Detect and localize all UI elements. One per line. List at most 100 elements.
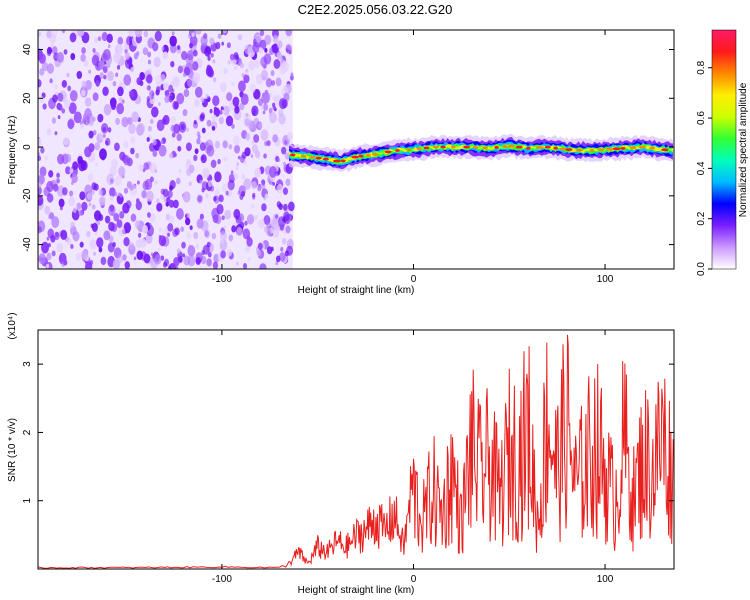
noise-blob	[157, 247, 161, 252]
noise-blob	[114, 175, 122, 186]
colorbar: 0.0 0.2 0.4 0.6 0.8 Normalized spectral ampl…	[696, 29, 749, 276]
noise-blob	[215, 188, 220, 196]
ridge-peak	[553, 146, 558, 150]
noise-blob	[116, 102, 124, 115]
noise-blob	[105, 140, 109, 146]
noise-blob	[215, 41, 221, 50]
noise-blob	[171, 31, 175, 36]
noise-blob	[285, 225, 291, 234]
noise-blob	[162, 114, 170, 126]
noise-blob	[221, 183, 228, 193]
noise-blob	[136, 51, 140, 56]
ridge-peak	[620, 146, 626, 150]
noise-blob	[225, 190, 229, 196]
noise-blob	[137, 122, 145, 135]
noise-blob	[143, 30, 149, 38]
noise-blob	[171, 132, 176, 138]
noise-blob	[272, 181, 276, 186]
noise-blob	[254, 167, 262, 178]
spectrogram-frame	[37, 29, 675, 270]
noise-blob	[162, 188, 169, 198]
noise-blob	[195, 252, 203, 263]
noise-blob	[46, 63, 55, 74]
noise-blob	[104, 215, 111, 224]
noise-blob	[237, 155, 241, 160]
noise-blob	[152, 42, 159, 52]
noise-blob	[217, 158, 221, 165]
noise-blob	[263, 53, 272, 65]
noise-blob	[82, 113, 88, 121]
noise-blob	[202, 167, 210, 179]
noise-blob	[189, 42, 193, 49]
noise-blob	[167, 190, 173, 199]
noise-blob	[276, 183, 284, 194]
noise-blob	[175, 177, 181, 185]
noise-blob	[122, 254, 127, 261]
noise-blob	[275, 77, 282, 87]
noise-blob	[221, 41, 225, 46]
ridge-peak	[507, 144, 515, 148]
noise-blob	[142, 224, 149, 234]
noise-blob	[278, 63, 287, 75]
noise-blob	[135, 238, 143, 249]
noise-blob	[227, 60, 231, 65]
noise-blob	[54, 84, 58, 90]
noise-blob	[282, 203, 288, 211]
noise-blob	[237, 34, 243, 41]
ridge-peak	[340, 159, 346, 163]
noise-blob	[218, 194, 224, 203]
noise-blob	[188, 181, 192, 187]
ridge-layer	[289, 144, 673, 163]
noise-blob	[210, 52, 214, 58]
noise-blob	[116, 64, 121, 70]
colorbar-tick-label: 0.0	[696, 262, 707, 276]
noise-blob	[165, 201, 170, 207]
noise-blob	[243, 160, 247, 165]
noise-blob	[49, 78, 53, 84]
noise-blob	[160, 255, 165, 261]
ridge-layer	[289, 137, 673, 170]
noise-blob	[56, 242, 64, 253]
noise-blob	[277, 216, 286, 228]
noise-blob	[213, 107, 221, 118]
spectrogram-heatmap	[38, 30, 673, 269]
noise-blob	[173, 200, 178, 207]
colorbar-tick-label: 0.6	[696, 111, 707, 125]
noise-blob	[41, 241, 50, 254]
noise-blob	[282, 161, 286, 167]
noise-blob	[241, 173, 246, 180]
noise-blob	[39, 166, 47, 177]
noise-blob	[154, 254, 162, 265]
noise-blob	[107, 70, 115, 81]
noise-blob	[156, 202, 163, 212]
noise-blob	[263, 103, 269, 111]
noise-blob	[273, 58, 281, 69]
noise-blob	[260, 69, 269, 81]
noise-blob	[72, 231, 80, 242]
noise-blob	[186, 232, 191, 239]
noise-blob	[167, 232, 170, 237]
noise-blob	[109, 195, 114, 201]
noise-blob	[141, 190, 147, 199]
noise-blob	[117, 86, 124, 97]
noise-blob	[164, 198, 167, 203]
noise-blob	[254, 59, 260, 69]
noise-blob	[177, 145, 182, 152]
noise-blob	[42, 103, 47, 110]
noise-blob	[183, 88, 190, 98]
noise-blob	[210, 159, 217, 169]
spectrogram-xlabel: Height of straight line (km)	[298, 285, 415, 296]
noise-blob	[39, 68, 45, 76]
noise-blob	[206, 145, 215, 157]
noise-blob	[150, 252, 154, 257]
noise-blob	[272, 134, 279, 143]
noise-blob	[107, 242, 115, 253]
noise-blob	[94, 231, 98, 236]
ridge-peak	[612, 147, 621, 151]
noise-blob	[168, 199, 175, 208]
noise-blob	[106, 33, 113, 44]
noise-blob	[185, 217, 191, 226]
noise-blob	[263, 196, 267, 201]
noise-blob	[124, 261, 130, 269]
